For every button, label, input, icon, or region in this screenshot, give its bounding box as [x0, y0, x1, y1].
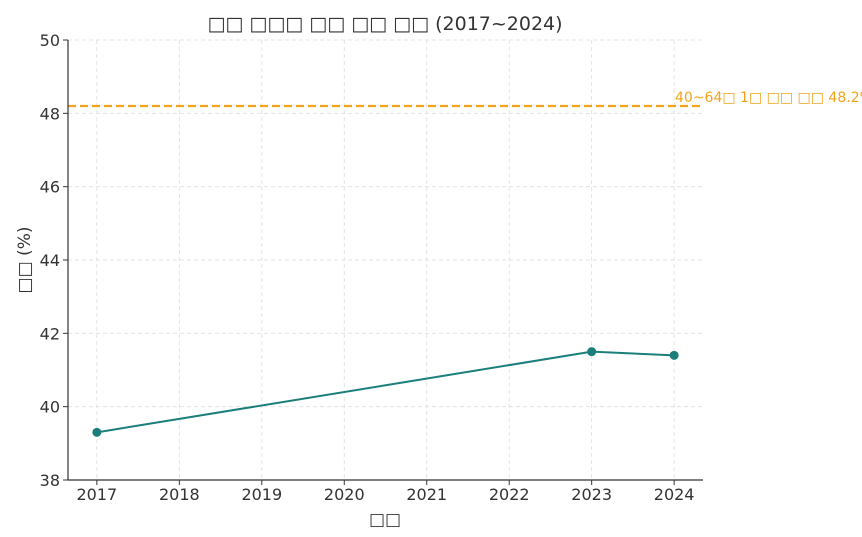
x-tick-label: 2018: [159, 485, 200, 504]
x-tick-label: 2017: [77, 485, 118, 504]
x-tick-label: 2020: [324, 485, 365, 504]
data-point: [92, 427, 102, 437]
data-point: [669, 350, 679, 360]
x-tick-label: 2023: [571, 485, 612, 504]
y-tick-label: 50: [40, 31, 60, 50]
series-line: [96, 350, 675, 434]
y-tick-label: 46: [40, 178, 60, 197]
x-tick-label: 2024: [654, 485, 695, 504]
x-tick-label: 2022: [489, 485, 530, 504]
reference-line-label: 40~64□ 1□ □□ □□ 48.2%: [675, 90, 862, 106]
y-tick-label: 38: [40, 471, 60, 490]
series-group: [92, 347, 679, 437]
y-axis-label: □□ (%): [15, 227, 35, 294]
y-tick-label: 42: [40, 324, 60, 343]
y-tick-label: 44: [40, 251, 60, 270]
x-axis-label: □□: [369, 510, 401, 530]
chart-title: □□ □□□ □□ □□ □□ (2017~2024): [207, 13, 562, 35]
y-tick-label: 48: [40, 104, 60, 123]
reference-line-group: 40~64□ 1□ □□ □□ 48.2%: [68, 90, 862, 108]
tick-labels: 2017 2018 2019 2020 2021 2022 2023 2024 38 40 42 44…: [40, 31, 695, 504]
x-tick-label: 2019: [241, 485, 282, 504]
x-tick-label: 2021: [406, 485, 447, 504]
y-tick-label: 40: [40, 398, 60, 417]
data-point: [587, 347, 597, 357]
